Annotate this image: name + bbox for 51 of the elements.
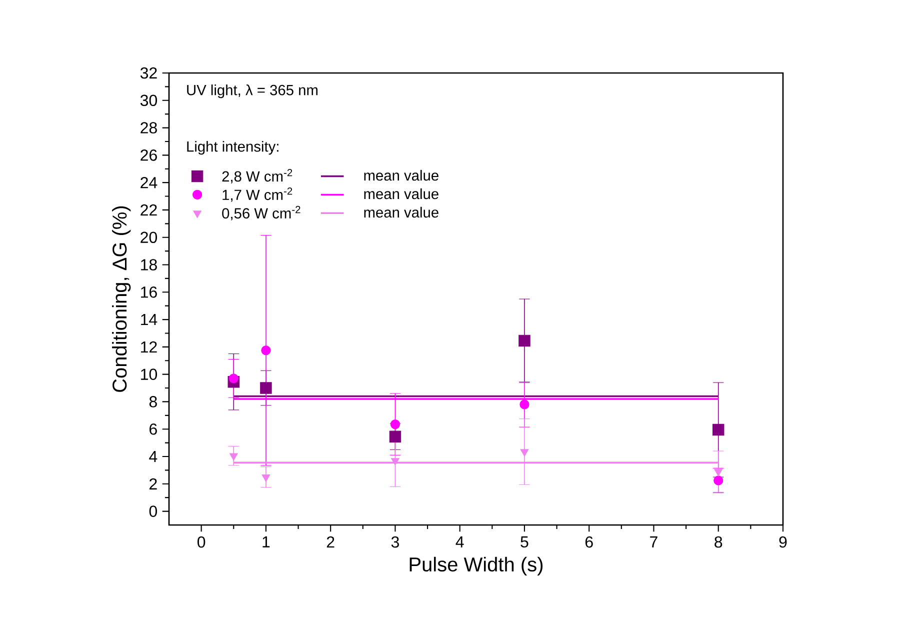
legend-label: 1,7 W cm$^{-2}$ [222, 187, 292, 202]
point [714, 469, 723, 476]
legend-label: mean value [364, 170, 438, 181]
y-axis-title: Conditioning, ΔG (%) [112, 206, 131, 392]
point [390, 420, 400, 430]
y-tick-label: 8 [149, 396, 157, 408]
legend-title: Light intensity: [187, 140, 278, 155]
x-tick-label: 0 [198, 536, 206, 548]
point [261, 346, 271, 356]
y-tick-label: 30 [140, 94, 158, 106]
legend-label: 2,8 W cm$^{-2}$ [222, 168, 292, 184]
y-tick-label: 0 [149, 506, 158, 517]
x-tick-label: 9 [779, 536, 787, 548]
x-tick-label: 7 [650, 536, 658, 548]
y-tick-label: 6 [150, 423, 157, 435]
point [262, 474, 270, 482]
x-tick-label: 4 [456, 536, 464, 548]
point [391, 458, 400, 466]
legend-label: mean value [364, 206, 438, 218]
y-tick-label: 28 [140, 122, 157, 134]
x-axis-title: Pulse Width (s) [410, 556, 543, 576]
point [714, 476, 724, 486]
legend-label: 0,56 W cm$^{-2}$ [222, 206, 300, 220]
y-tick-label: 24 [140, 176, 158, 188]
y-tick-label: 18 [141, 259, 157, 270]
x-tick-label: 8 [714, 536, 722, 548]
point [229, 453, 238, 461]
point [228, 374, 238, 384]
y-tick-label: 20 [140, 232, 158, 244]
y-tick-label: 32 [140, 67, 157, 79]
y-tick-label: 2 [150, 478, 157, 490]
x-tick-label: 5 [520, 536, 528, 548]
point [520, 449, 529, 457]
y-tick-label: 22 [140, 204, 157, 216]
y-tick-label: 16 [141, 286, 157, 298]
y-tick-label: 14 [141, 314, 158, 326]
y-tick-label: 4 [149, 451, 158, 462]
annotation: UV light, λ = 365 nm [187, 84, 318, 98]
point [389, 430, 402, 443]
x-tick-label: 6 [585, 536, 593, 548]
x-tick-label: 2 [326, 536, 334, 548]
legend-label: mean value [364, 188, 438, 200]
x-tick-label: 1 [262, 536, 270, 548]
point [518, 334, 530, 347]
point [712, 424, 724, 436]
y-tick-label: 26 [140, 150, 157, 161]
point [520, 400, 530, 410]
point [260, 382, 272, 394]
y-tick-label: 10 [141, 368, 158, 380]
x-tick-label: 3 [391, 536, 399, 548]
y-tick-label: 12 [141, 341, 157, 353]
